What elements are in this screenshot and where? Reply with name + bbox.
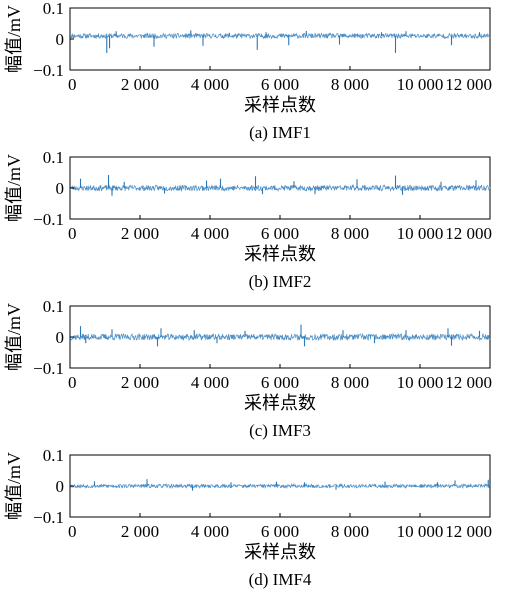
x-tick-label: 2 000 xyxy=(121,224,159,243)
x-tick-label: 6 000 xyxy=(261,224,299,243)
y-tick-label: 0 xyxy=(56,477,65,496)
y-tick-label: −0.1 xyxy=(33,61,64,80)
y-tick-label: 0.1 xyxy=(43,0,64,18)
x-tick-label: 6 000 xyxy=(261,373,299,392)
subfigure-caption: (b) IMF2 xyxy=(249,272,312,291)
y-tick-label: −0.1 xyxy=(33,359,64,378)
x-tick-label: 4 000 xyxy=(191,373,229,392)
subfigure-caption: (c) IMF3 xyxy=(249,421,311,440)
y-tick-label: 0 xyxy=(56,30,65,49)
x-tick-label: 8 000 xyxy=(331,75,369,94)
x-tick-label: 4 000 xyxy=(191,75,229,94)
x-tick-label: 12 000 xyxy=(445,224,492,243)
x-axis-label: 采样点数 xyxy=(244,542,316,562)
x-tick-label: 10 000 xyxy=(397,522,444,541)
x-tick-label: 12 000 xyxy=(445,522,492,541)
x-tick-label: 2 000 xyxy=(121,522,159,541)
signal-trace xyxy=(69,32,491,40)
x-tick-label: 8 000 xyxy=(331,522,369,541)
x-axis-label: 采样点数 xyxy=(244,95,316,115)
x-tick-label: 4 000 xyxy=(191,522,229,541)
y-axis-label: 幅值/mV xyxy=(4,154,24,222)
signal-trace xyxy=(69,183,491,193)
y-tick-label: 0 xyxy=(56,328,65,347)
chart-panel-1: −0.100.10 2 000 4 000 6 000 8 000 10 000 12 00… xyxy=(4,0,492,142)
x-tick-label: 2 000 xyxy=(121,373,159,392)
chart-panel-3: −0.100.10 2 000 4 000 6 000 8 000 10 000 12 00… xyxy=(4,297,492,440)
y-tick-label: −0.1 xyxy=(33,210,64,229)
y-tick-label: −0.1 xyxy=(33,508,64,527)
x-tick-label: 2 000 xyxy=(121,75,159,94)
subfigure-caption: (a) IMF1 xyxy=(249,123,311,142)
x-tick-label: 0 xyxy=(68,224,77,243)
x-tick-label: 8 000 xyxy=(331,224,369,243)
x-tick-label: 0 xyxy=(68,373,77,392)
y-tick-label: 0 xyxy=(56,179,65,198)
y-axis-label: 幅值/mV xyxy=(4,303,24,371)
x-tick-label: 8 000 xyxy=(331,373,369,392)
x-axis-label: 采样点数 xyxy=(244,244,316,264)
chart-panel-2: −0.100.10 2 000 4 000 6 000 8 000 10 000 12 00… xyxy=(4,148,492,291)
x-tick-label: 4 000 xyxy=(191,224,229,243)
x-tick-label: 12 000 xyxy=(445,373,492,392)
x-tick-label: 12 000 xyxy=(445,75,492,94)
signal-trace xyxy=(69,332,491,342)
x-tick-label: 10 000 xyxy=(397,373,444,392)
x-tick-label: 6 000 xyxy=(261,75,299,94)
x-tick-label: 0 xyxy=(68,75,77,94)
x-tick-label: 0 xyxy=(68,522,77,541)
x-tick-label: 10 000 xyxy=(397,75,444,94)
subfigure-caption: (d) IMF4 xyxy=(249,570,312,589)
x-axis-label: 采样点数 xyxy=(244,393,316,413)
y-axis-label: 幅值/mV xyxy=(4,452,24,520)
chart-panel-4: −0.100.10 2 000 4 000 6 000 8 000 10 000 12 00… xyxy=(4,446,492,589)
x-tick-label: 6 000 xyxy=(261,522,299,541)
y-tick-label: 0.1 xyxy=(43,148,64,167)
y-tick-label: 0.1 xyxy=(43,446,64,465)
y-axis-label: 幅值/mV xyxy=(4,5,24,73)
plot-frame xyxy=(69,7,491,71)
y-tick-label: 0.1 xyxy=(43,297,64,316)
signal-trace xyxy=(69,482,491,490)
x-tick-label: 10 000 xyxy=(397,224,444,243)
